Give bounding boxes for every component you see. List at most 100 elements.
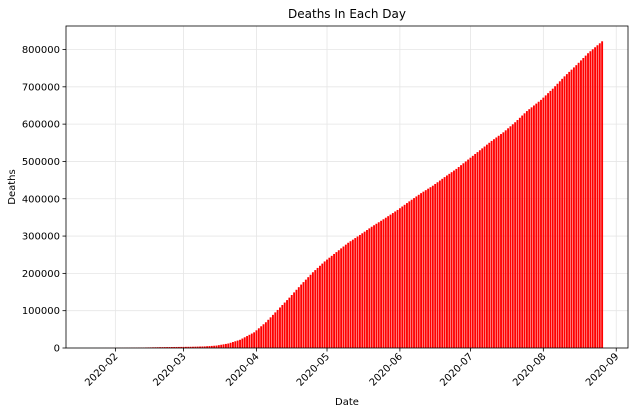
bar [537, 101, 540, 349]
bar [262, 324, 265, 348]
bar [300, 284, 303, 348]
bar [396, 209, 399, 348]
bar [551, 88, 554, 349]
bar [203, 346, 206, 348]
bar [403, 204, 406, 348]
bar [370, 226, 373, 348]
bar [229, 342, 232, 348]
bar-series [90, 41, 604, 349]
bar [192, 346, 194, 348]
bar [478, 150, 481, 348]
bar [368, 228, 371, 348]
bar [177, 346, 180, 348]
bar [544, 95, 547, 349]
bar [333, 253, 336, 348]
bar [462, 163, 465, 348]
bar [330, 255, 333, 348]
bar [467, 159, 470, 348]
bar [476, 152, 479, 348]
bar [509, 126, 512, 348]
bar [194, 346, 197, 348]
bar [594, 47, 597, 349]
bar [220, 344, 223, 348]
bar [387, 216, 390, 348]
bar [159, 347, 161, 348]
bar [601, 41, 604, 349]
bar [342, 246, 345, 348]
bar [422, 191, 425, 348]
bar [189, 346, 192, 348]
bar [163, 347, 166, 348]
bar [525, 111, 528, 348]
bar [382, 219, 385, 348]
bar [408, 201, 411, 348]
bar [311, 272, 314, 348]
bar [528, 109, 531, 349]
bar [455, 168, 458, 348]
x-axis-label: Date [335, 397, 359, 408]
bar [589, 51, 592, 348]
bar [481, 148, 484, 348]
bar [340, 248, 343, 348]
bar [460, 165, 462, 348]
bar [323, 261, 326, 348]
bar [319, 265, 321, 348]
bar [283, 302, 286, 348]
bar [420, 193, 423, 348]
bar [279, 307, 281, 348]
bar [507, 128, 510, 348]
bar [351, 239, 354, 348]
bar [321, 263, 324, 348]
bar [288, 297, 291, 348]
bar [201, 346, 204, 348]
bar [448, 173, 451, 348]
bar [232, 342, 234, 348]
bar [490, 140, 493, 348]
bar [450, 172, 453, 348]
bar [276, 309, 279, 348]
bar [208, 346, 211, 348]
bar [326, 259, 328, 348]
bar [307, 277, 310, 348]
bar [533, 105, 535, 348]
bar [344, 244, 347, 348]
bar [570, 69, 573, 349]
bar [535, 103, 538, 348]
bar [366, 230, 368, 348]
bar [224, 343, 227, 348]
bar [250, 333, 253, 348]
bar [380, 220, 383, 348]
bar [427, 188, 430, 348]
bar [580, 60, 582, 349]
bar [377, 222, 380, 348]
y-tick-label: 200000 [22, 269, 60, 280]
bar [281, 305, 284, 348]
bar [168, 347, 171, 348]
bar [457, 167, 460, 348]
bar [269, 317, 272, 348]
y-tick-label: 400000 [22, 194, 60, 205]
bar [413, 198, 415, 348]
bar [234, 341, 237, 348]
y-tick-label: 500000 [22, 157, 60, 168]
bar [549, 90, 552, 349]
bar [363, 231, 366, 348]
bar [530, 107, 533, 348]
y-tick-label: 700000 [22, 82, 60, 93]
bar [417, 194, 420, 348]
bar [253, 332, 256, 348]
bar [356, 236, 359, 348]
bar [558, 81, 561, 349]
bar [215, 345, 218, 348]
bar [260, 326, 263, 348]
bar [406, 203, 408, 348]
bar [568, 71, 571, 348]
bar [293, 292, 296, 348]
bar [173, 346, 176, 348]
bar [347, 242, 350, 348]
bar [297, 287, 300, 348]
bar [236, 340, 239, 348]
bar [354, 238, 357, 348]
bar [199, 346, 201, 348]
